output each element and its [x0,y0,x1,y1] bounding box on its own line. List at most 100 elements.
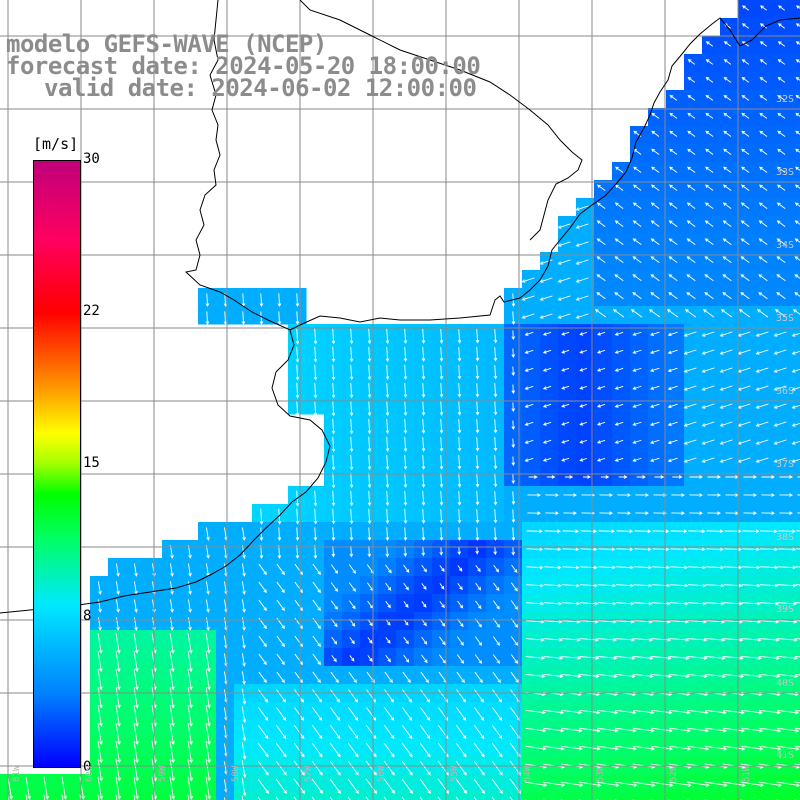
wind-arrow [579,638,600,642]
wind-arrow [543,638,563,642]
wind-arrow [97,758,103,782]
coastline [184,0,800,331]
wind-arrow [524,421,534,426]
field-cell [234,792,253,800]
wind-arrow [667,331,678,337]
wind-arrow [312,671,321,684]
wind-arrow [557,295,571,301]
wind-arrow [205,740,211,764]
field-cell [396,792,415,800]
wind-arrow [740,184,750,191]
wind-arrow [187,633,193,654]
wind-arrow [276,653,285,666]
wind-arrow [457,600,464,609]
wind-arrow [758,745,782,751]
wind-arrow [313,527,318,541]
wind-arrow [311,707,323,721]
wind-arrow [403,454,408,471]
wind-arrow [457,455,462,470]
wind-arrow [615,673,636,678]
wind-arrow [742,529,760,534]
wind-arrow [115,651,121,673]
wind-arrow [632,367,642,372]
wind-arrow [275,760,287,776]
wind-arrow [633,727,655,733]
wind-arrow [331,545,336,558]
wind-arrow [294,599,303,612]
wind-arrow [367,382,372,399]
wind-arrow [493,509,498,524]
wind-arrow [331,346,336,363]
wind-arrow [295,346,300,363]
wind-arrow [187,581,192,595]
field-cell [522,792,541,800]
wind-arrow [636,475,647,479]
wind-arrow [313,382,318,399]
field-cell [792,792,800,800]
wind-arrow [794,763,800,766]
wind-arrow [7,794,10,800]
wind-arrow [596,220,606,227]
wind-arrow [475,565,481,573]
wind-arrow [419,742,431,758]
wind-arrow [473,742,485,758]
wind-arrow [403,601,409,608]
wind-arrow [241,706,247,724]
wind-arrow [779,511,793,515]
wind-arrow [133,599,138,613]
wind-arrow [542,439,552,444]
wind-arrow [741,94,750,101]
wind-arrow [614,202,624,209]
wind-arrow [705,601,725,606]
wind-arrow [689,493,703,497]
wind-arrow [722,781,747,787]
field-cell [558,792,577,800]
wind-arrow [295,508,300,525]
wind-arrow [401,760,413,776]
wind-arrow [651,112,660,119]
wind-arrow [683,331,697,337]
wind-arrow [419,778,431,794]
wind-arrow [543,674,564,678]
wind-arrow [779,493,793,497]
wind-arrow [774,309,787,318]
wind-arrow [97,794,100,800]
wind-arrow [205,722,211,746]
wind-arrow [740,781,765,787]
wind-arrow [474,636,483,646]
wind-arrow [707,493,721,497]
wind-arrow [475,509,480,524]
wind-arrow [97,633,103,654]
wind-arrow [561,674,582,678]
wind-arrow [720,309,733,318]
wind-arrow [704,238,714,246]
wind-arrow [457,437,462,452]
wind-arrow [777,94,786,101]
field-cell [468,792,487,800]
wind-arrow [61,794,64,800]
wind-arrow [347,778,359,794]
wind-arrow [349,382,354,399]
wind-arrow [539,259,553,265]
wind-arrow [383,796,387,800]
wind-arrow [349,490,354,507]
wind-arrow [294,689,304,703]
wind-arrow [633,656,654,660]
field-cell [792,270,800,289]
wind-arrow [740,256,750,264]
field-cell [36,792,55,800]
wind-arrow [616,565,634,570]
wind-arrow [759,59,768,65]
wind-arrow [562,565,580,570]
wind-arrow [439,347,444,362]
wind-arrow [115,794,118,800]
wind-arrow [525,638,545,642]
wind-arrow [596,292,606,300]
wind-arrow [542,781,566,787]
wind-arrow [635,493,649,497]
wind-arrow [686,274,696,282]
wind-arrow [511,527,516,541]
wind-arrow [439,437,444,452]
wind-arrow [258,671,267,684]
wind-arrow [169,599,174,613]
